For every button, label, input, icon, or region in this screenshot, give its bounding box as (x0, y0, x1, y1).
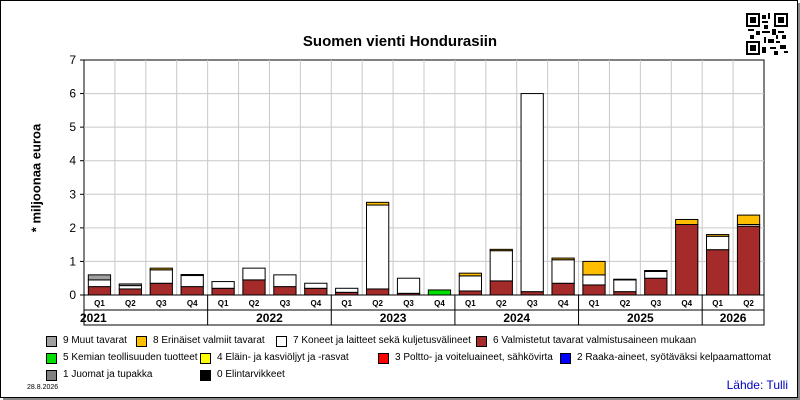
bar-segment (396, 277, 421, 294)
x-tick-label: Q4 (187, 299, 198, 308)
y-tick-label: 5 (69, 120, 76, 134)
bar-segment (366, 201, 390, 206)
x-tick-label: Q1 (94, 299, 105, 308)
y-tick-label: 6 (69, 87, 76, 101)
bar-segment (149, 269, 173, 284)
bar-segment (489, 280, 513, 296)
bar-segment (118, 283, 142, 287)
year-axis-row (83, 309, 765, 326)
x-tick-label: Q4 (558, 299, 569, 308)
x-tick-label: Q3 (280, 299, 291, 308)
x-tick-label: Q1 (712, 299, 723, 308)
bar-segment (736, 225, 761, 296)
x-tick-label: Q1 (341, 299, 352, 308)
x-tick-label: Q3 (650, 299, 661, 308)
x-tick-label: Q1 (218, 299, 229, 308)
bar-segment (551, 257, 575, 261)
bar-segment (520, 291, 544, 296)
bar-segment (706, 235, 730, 251)
bar-segment (335, 287, 359, 293)
bar-segment (242, 267, 266, 281)
bar-segment (582, 284, 606, 296)
bar-segment (211, 287, 235, 296)
bar-segment (706, 234, 730, 237)
year-label: 2024 (503, 311, 530, 325)
y-tick-label: 4 (69, 154, 76, 168)
bar-segment (675, 218, 699, 225)
bar-segment (180, 275, 204, 288)
bar-segment (211, 281, 235, 289)
bar-segment (458, 272, 482, 277)
x-tick-label: Q1 (589, 299, 600, 308)
bar-segment (644, 269, 668, 273)
bar-segment (427, 289, 452, 296)
x-tick-label: Q3 (403, 299, 414, 308)
bar-segment (87, 274, 112, 281)
x-tick-label: Q4 (310, 299, 321, 308)
x-tick-label: Q2 (620, 299, 631, 308)
bar-segment (273, 274, 297, 288)
x-tick-label: Q2 (743, 299, 754, 308)
bar-segment (613, 291, 637, 296)
x-tick-label: Q2 (496, 299, 507, 308)
x-tick-label: Q2 (125, 299, 136, 308)
bar-segment (613, 278, 637, 281)
year-label: 2025 (627, 311, 654, 325)
bar-segment (458, 275, 482, 292)
bar-segment (87, 279, 112, 288)
year-label: 2021 (80, 311, 107, 325)
bar-segment (644, 277, 668, 296)
x-tick-label: Q3 (156, 299, 167, 308)
bar-segment (582, 260, 606, 276)
bar-segment (180, 274, 204, 277)
bar-segment (613, 279, 637, 293)
qr-code-icon (746, 13, 788, 55)
bar-segment (582, 274, 606, 286)
y-tick-label: 0 (69, 288, 76, 302)
bar-segment (149, 267, 173, 271)
bar-segment (706, 249, 730, 296)
bar-segment (366, 204, 390, 290)
bar-segment (458, 290, 482, 296)
x-tick-label: Q2 (372, 299, 383, 308)
bar-segment (118, 288, 142, 296)
x-tick-label: Q2 (249, 299, 260, 308)
x-tick-label: Q1 (465, 299, 476, 308)
y-tick-label: 1 (69, 254, 76, 268)
bar-segment (675, 224, 699, 296)
bar-segment (366, 288, 390, 296)
y-tick-label: 3 (69, 187, 76, 201)
y-tick-label: 2 (69, 221, 76, 235)
bar-segment (118, 285, 142, 290)
chart-title: Suomen vienti Hondurasiin (302, 33, 498, 50)
bar-segment (304, 282, 328, 289)
x-tick-label: Q4 (681, 299, 692, 308)
date-stamp: 28.8.2026 (27, 384, 59, 391)
bar-segment (551, 282, 575, 296)
bar-segment (304, 287, 328, 296)
bar-segment (736, 214, 761, 226)
bar-segment (551, 259, 575, 284)
bar-segment (644, 271, 668, 279)
year-label: 2022 (256, 311, 283, 325)
bar-segment (242, 279, 266, 296)
year-label: 2023 (380, 311, 407, 325)
bar-segment (489, 248, 513, 252)
year-label: 2026 (720, 311, 747, 325)
bar-segment (273, 286, 297, 296)
bar-segment (489, 250, 513, 282)
source-note: Lähde: Tulli (726, 378, 788, 392)
bar-segment (87, 286, 112, 296)
bar-segment (180, 286, 204, 296)
bar-segment (520, 93, 544, 293)
y-tick-label: 7 (69, 53, 76, 67)
bar-segment (149, 282, 173, 296)
x-tick-label: Q3 (527, 299, 538, 308)
x-tick-label: Q4 (434, 299, 445, 308)
